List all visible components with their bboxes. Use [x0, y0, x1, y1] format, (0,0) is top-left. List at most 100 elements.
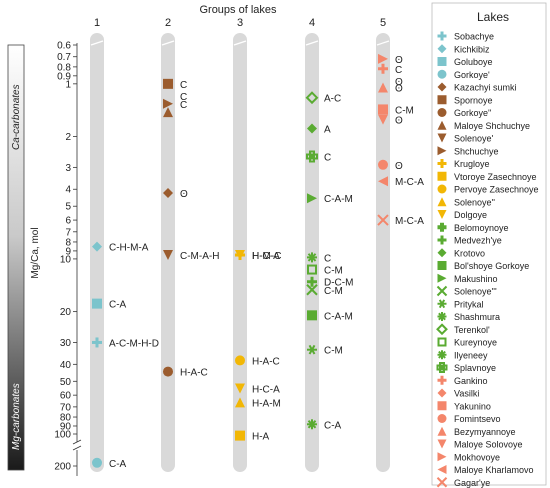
circle-marker-icon: [437, 69, 447, 79]
legend-entry: Solenoye'': [437, 197, 495, 207]
legend-entry: Dolgoye: [437, 210, 487, 220]
point-marker: [235, 430, 245, 441]
point-label: ʘ: [395, 55, 403, 66]
point-label: H-A-M: [252, 398, 281, 409]
legend-entry-label: Krugloye: [454, 159, 490, 169]
legend-entry-label: Pritykal: [454, 299, 484, 309]
data-point: C-M: [378, 104, 414, 116]
legend-entry: Splavnoye: [436, 362, 496, 373]
legend-entry-label: Ilyeneey: [454, 350, 488, 360]
x-marker-icon: [436, 285, 448, 297]
legend-entry: Solenoye''': [436, 285, 497, 297]
legend-entry-label: Sobachye: [454, 32, 494, 42]
point-marker: [92, 457, 102, 468]
group-column-5: [376, 33, 390, 472]
data-point: C: [163, 98, 187, 111]
triangle-right-marker-icon: [437, 273, 447, 283]
point-label: A-C-M-H-D: [109, 338, 159, 349]
point-marker: [92, 337, 102, 348]
diamond-open-marker-icon: [436, 323, 448, 336]
point-marker: [235, 355, 245, 366]
legend-entry-label: Maloye Solovoye: [454, 440, 523, 450]
data-point: ʘ: [378, 53, 403, 66]
point-label: ʘ: [395, 116, 403, 127]
group-label-1: 1: [94, 17, 100, 29]
data-point: C-A: [92, 457, 127, 470]
circle-marker-icon: [437, 184, 447, 194]
data-point: H-A-C: [163, 366, 208, 379]
legend-entry: Kichkibiz: [437, 44, 490, 54]
point-marker: [307, 419, 317, 430]
legend-entry-label: Kichkibiz: [454, 44, 490, 54]
point-label: H-C-A: [252, 251, 280, 262]
point-label: C: [324, 152, 331, 163]
legend-entry-label: Yakunino: [454, 401, 491, 411]
legend-entry: Fomintsevo: [437, 414, 501, 424]
data-point: C: [307, 252, 331, 264]
square-marker-icon: [437, 261, 447, 270]
group-column-1: [90, 33, 104, 472]
y-tick-label: 200: [54, 462, 71, 473]
column-break-mark: [90, 40, 104, 46]
y-tick-label: 10: [60, 254, 72, 265]
legend-entry-label: Mokhovoye: [454, 452, 500, 462]
triangle-down-marker-icon: [437, 133, 447, 143]
y-tick-label: 70: [60, 402, 72, 413]
point-marker: [307, 344, 317, 355]
legend-entry-label: Gankino: [454, 376, 488, 386]
data-point: H-A-C: [235, 355, 280, 367]
legend-entry: Maloye Solovoye: [437, 439, 523, 450]
data-point: H-A: [235, 430, 270, 443]
legend-entry: Bol'shoye Gorkoye: [437, 261, 529, 271]
triangle-down-marker-icon: [437, 210, 447, 219]
data-point: C: [378, 63, 402, 76]
point-marker: [378, 82, 388, 93]
data-point: C-M: [307, 344, 343, 357]
y-tick-label: 100: [54, 430, 71, 441]
point-marker: [378, 63, 388, 74]
legend-entry: Spornoye: [437, 95, 493, 105]
diamond-marker-icon: [437, 44, 447, 54]
legend-entry-label: Kazachyi sumki: [454, 83, 517, 93]
point-marker: [378, 159, 388, 170]
legend-entry-label: Makushino: [454, 274, 498, 284]
y-tick-label: 80: [60, 413, 72, 424]
legend-entry: Shashmura: [437, 312, 500, 322]
point-marker: [235, 250, 245, 261]
triangle-up-marker-icon: [437, 426, 447, 436]
legend-entry: Shchuchye: [437, 146, 499, 156]
diamond-marker-icon: [437, 388, 447, 398]
point-label: C: [180, 100, 187, 111]
y-tick-label: 4: [65, 185, 71, 196]
point-label: C: [395, 65, 402, 76]
point-marker: [163, 98, 173, 109]
triangle-right-marker-icon: [437, 452, 447, 462]
legend-entry: Solenoye': [437, 133, 494, 144]
legend-entry: Medvezh'ye: [437, 235, 502, 246]
y-tick-label: 6: [65, 216, 71, 227]
group-label-4: 4: [309, 17, 315, 29]
column-break-mark: [161, 40, 175, 46]
axis-break-mark: [72, 445, 82, 451]
point-label: H-M-C: [252, 251, 281, 262]
legend-entry-label: Vtoroye Zasechnoye: [454, 172, 537, 182]
point-label: C-A-M: [324, 311, 353, 322]
point-label: C-A: [109, 459, 127, 470]
legend-entry-label: Shchuchye: [454, 146, 499, 156]
diamond-marker-icon: [437, 248, 447, 258]
point-marker: [163, 366, 173, 377]
legend-entry: Gagar'ye: [436, 477, 490, 488]
legend-entry: Gorkoye': [437, 69, 490, 80]
y-tick-label: 60: [60, 391, 72, 402]
data-point: ʘ: [163, 187, 188, 200]
y-tick-label: 30: [60, 338, 72, 349]
column-break-mark: [376, 40, 390, 46]
data-point: C-A-M: [307, 193, 353, 205]
point-marker: [378, 104, 388, 115]
legend-entry: Pervoye Zasechnoye: [437, 184, 539, 195]
data-point: C-M-A-H: [163, 250, 219, 262]
group-label-2: 2: [165, 17, 171, 29]
ca-carbonates-label: Ca-carbonates: [11, 84, 22, 150]
point-marker: [307, 123, 317, 134]
triangle-down-marker-icon: [437, 439, 447, 449]
